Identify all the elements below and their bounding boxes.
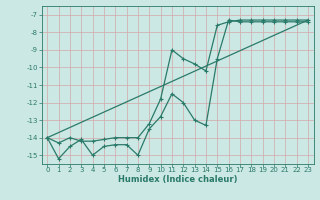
X-axis label: Humidex (Indice chaleur): Humidex (Indice chaleur) — [118, 175, 237, 184]
